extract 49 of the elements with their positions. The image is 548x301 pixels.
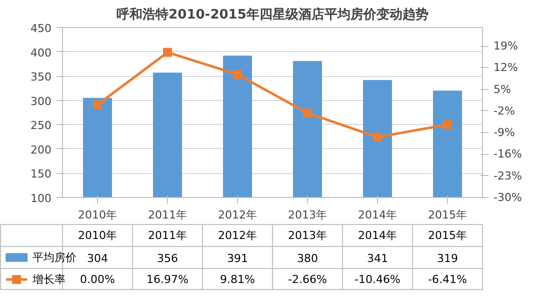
data-label: 319	[437, 252, 458, 265]
data-label: -10.46%	[354, 273, 400, 286]
data-label: 341	[367, 252, 388, 265]
x-tick-label: 2012年	[218, 208, 258, 222]
y2-tick-label: -2%	[494, 104, 515, 118]
y2-tick-label: 12%	[494, 61, 518, 74]
category-label: 2013年	[288, 229, 328, 242]
y-tick-label: 300	[30, 94, 52, 108]
x-tick-label: 2011年	[148, 208, 188, 222]
y2-tick-label: -23%	[494, 169, 522, 182]
y-tick-label: 100	[30, 192, 52, 205]
x-tick-label: 2014年	[358, 208, 398, 222]
y2-tick-label: -30%	[494, 191, 522, 204]
point	[163, 48, 172, 57]
x-tick-label: 2010年	[78, 208, 118, 222]
legend-label: 平均房价	[32, 251, 77, 264]
x-tick-label: 2015年	[428, 208, 468, 222]
point	[93, 100, 102, 110]
category-label: 2011年	[148, 229, 188, 242]
point	[233, 70, 242, 79]
chart-title: 呼和浩特2010-2015年四星级酒店平均房价变动趋势	[116, 6, 428, 22]
y-tick-label: 250	[30, 119, 52, 132]
data-label: -2.66%	[288, 273, 327, 286]
y2-tick-label: 19%	[494, 40, 518, 53]
legend-label: 增长率	[32, 273, 66, 286]
y-tick-label: 200	[30, 143, 52, 156]
category-label: 2014年	[358, 229, 398, 242]
data-label: 391	[227, 252, 248, 265]
data-label: 356	[157, 252, 178, 265]
data-label: 380	[297, 252, 318, 265]
x-tick-label: 2013年	[288, 208, 328, 222]
category-label: 2010年	[78, 229, 118, 242]
data-label: 304	[87, 252, 108, 265]
y2-tick-label: -9%	[494, 126, 515, 140]
y2-tick-label: 5%	[494, 82, 511, 96]
data-label: 0.00%	[80, 273, 115, 286]
point	[443, 120, 452, 130]
data-label: 9.81%	[220, 273, 255, 286]
y-tick-label: 450	[30, 22, 52, 35]
data-label: -6.41%	[428, 273, 467, 286]
y-tick-label: 400	[30, 46, 52, 60]
point	[373, 132, 382, 142]
data-label: 16.97%	[146, 273, 188, 286]
y2-tick-label: -16%	[494, 148, 522, 161]
y-tick-label: 150	[30, 168, 52, 181]
point	[303, 108, 312, 118]
category-label: 2015年	[428, 229, 468, 242]
y-tick-label: 350	[30, 70, 52, 84]
category-label: 2012年	[218, 229, 258, 242]
